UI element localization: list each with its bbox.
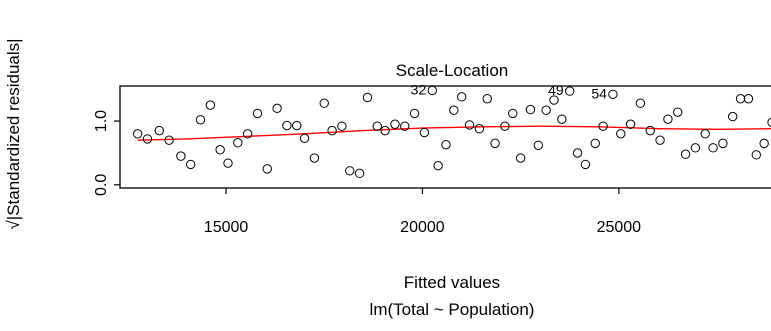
data-point [616,129,626,139]
data-points [132,85,771,179]
point-label: 32 [411,81,427,97]
data-point [549,95,559,105]
data-point [580,159,591,170]
data-point [482,94,492,104]
data-point [572,148,583,158]
data-point [759,138,769,149]
lowess-smooth-line [137,125,771,141]
data-point [474,124,485,134]
data-point [743,94,754,104]
data-point [242,129,253,139]
data-point [354,168,365,179]
data-point [735,94,746,104]
data-point [680,149,691,159]
data-point [154,125,164,136]
data-point [262,164,272,174]
data-point [541,105,551,115]
data-point [195,115,206,125]
data-point [362,92,373,103]
data-point [718,138,728,149]
data-point [751,150,761,160]
data-point [645,125,655,136]
data-point [142,134,153,144]
data-point [215,145,225,155]
data-point [598,121,608,131]
data-point [205,100,216,110]
data-point [767,117,771,127]
data-point [345,166,355,176]
data-point [728,111,738,122]
x-tick-label: 20000 [400,219,445,236]
data-point [590,138,600,149]
data-point [419,127,430,138]
point-label: 49 [548,82,564,98]
data-point [457,92,467,102]
data-point [299,133,310,143]
data-point [663,114,673,124]
data-point [372,121,382,131]
data-point [565,86,575,96]
x-axis-label: Fitted values [404,273,500,292]
data-point [390,119,400,129]
y-axis-label: √|Standardized residuals| [4,38,23,229]
data-point [673,107,683,117]
data-point [508,108,518,119]
data-point [185,159,196,170]
data-point [708,143,718,153]
data-point [337,121,347,131]
data-point [525,104,536,115]
data-point [282,120,292,131]
data-point [164,135,174,145]
data-point [319,98,329,108]
data-point [252,108,263,119]
data-point [292,120,302,131]
data-point [327,125,337,136]
data-point [690,143,701,153]
data-point [400,121,410,131]
data-point [625,119,636,129]
x-tick-label: 15000 [204,219,249,236]
x-axis: 15000 20000 25000 [204,188,641,236]
data-point [223,158,233,168]
data-point [500,121,510,131]
data-point [233,138,243,148]
data-point [380,125,390,136]
data-point [441,139,451,150]
data-point [700,129,710,139]
point-label: 54 [591,85,607,101]
plot-frame [119,85,771,189]
data-point [427,85,437,96]
data-point [433,160,443,171]
data-point [464,120,475,130]
data-point [409,108,420,119]
data-point [449,105,459,115]
data-point [515,153,526,163]
data-point [309,153,320,163]
chart-title: Scale-Location [396,61,508,80]
chart-subtitle: lm(Total ~ Population) [370,300,535,319]
data-point [272,103,282,114]
smooth-line [137,125,771,141]
data-point [490,138,500,149]
data-point [608,89,618,99]
y-tick-label: 1.0 [93,110,110,132]
y-tick-label: 0.0 [93,174,110,196]
data-point [557,114,567,124]
data-point [132,129,143,139]
data-point [635,98,646,108]
point-labels: 32 49 54 [411,81,607,101]
x-tick-label: 25000 [597,219,642,236]
y-axis: 0.0 1.0 [93,110,120,196]
data-point [533,140,544,150]
data-point [176,151,186,161]
data-point [655,135,665,145]
